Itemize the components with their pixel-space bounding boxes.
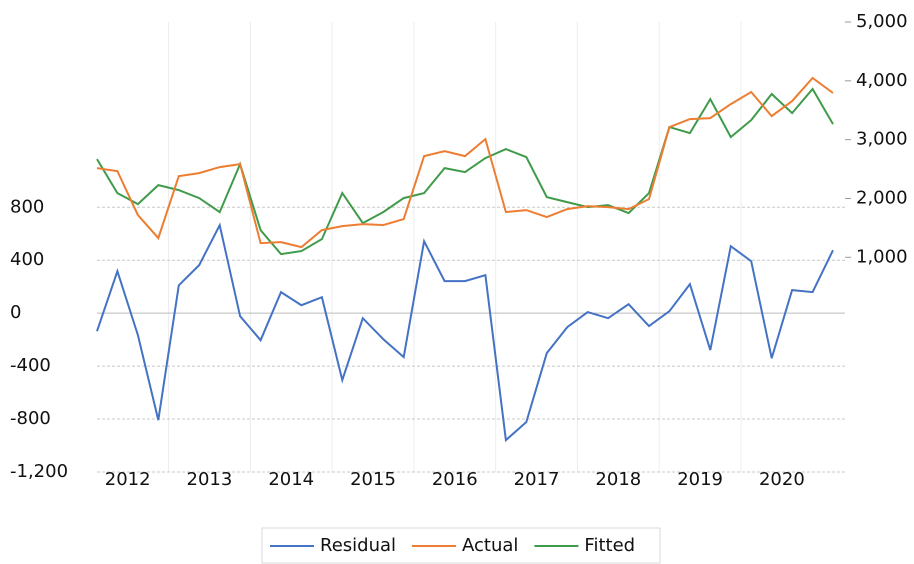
x-tick-label: 2020 — [759, 469, 805, 490]
y2-tick-label: 3,000 — [856, 129, 908, 150]
x-tick-label: 2012 — [105, 469, 151, 490]
y2-tick-label: 2,000 — [856, 187, 908, 208]
series-line — [96, 87, 834, 256]
y-tick-label: 400 — [10, 249, 44, 270]
y-tick-label: -400 — [10, 355, 51, 376]
x-tick-label: 2013 — [187, 469, 233, 490]
x-tick-label: 2016 — [432, 469, 478, 490]
y2-tick-label: 5,000 — [856, 11, 908, 32]
series-line — [96, 76, 834, 249]
legend-label: Fitted — [584, 535, 635, 556]
x-tick-label: 2014 — [268, 469, 314, 490]
y-tick-label: 0 — [10, 302, 21, 323]
legend-label: Residual — [320, 535, 396, 556]
legend-label: Actual — [462, 535, 518, 556]
y-tick-label: 800 — [10, 196, 44, 217]
y-tick-label: -800 — [10, 408, 51, 429]
y-tick-label: -1,200 — [10, 461, 68, 482]
legend-box — [261, 527, 661, 564]
x-tick-label: 2017 — [514, 469, 560, 490]
y2-tick-label: 1,000 — [856, 246, 908, 267]
x-tick-label: 2019 — [677, 469, 723, 490]
x-tick-label: 2018 — [595, 469, 641, 490]
x-tick-label: 2015 — [350, 469, 396, 490]
y2-tick-label: 4,000 — [856, 70, 908, 91]
series-line — [96, 222, 834, 443]
